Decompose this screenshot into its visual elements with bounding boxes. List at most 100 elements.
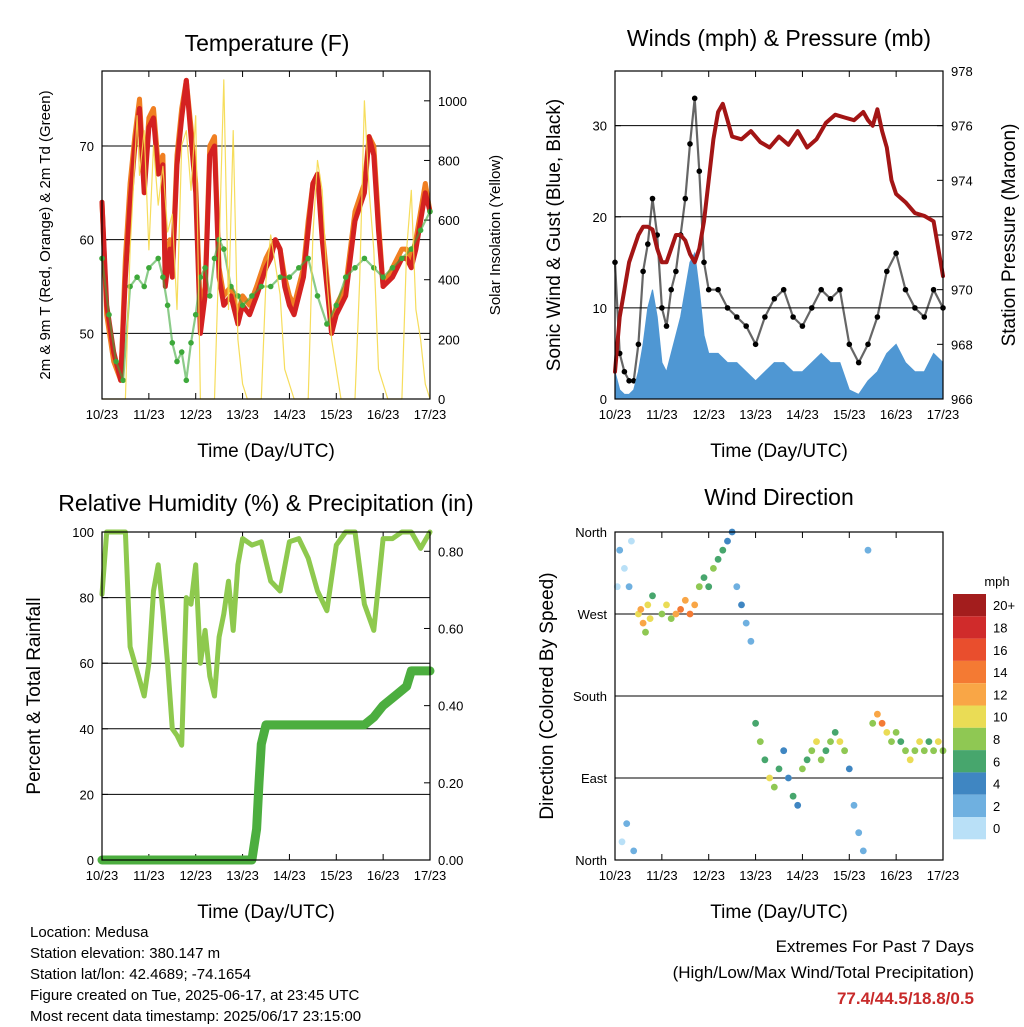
y-right-tick-label: 966	[951, 392, 973, 407]
direction-point	[775, 765, 783, 773]
y-tick-label: West	[578, 607, 608, 622]
y-right-tick-label: 0.40	[438, 699, 463, 714]
chart-title: Winds (mph) & Pressure (mb)	[627, 25, 931, 51]
direction-point	[710, 565, 717, 572]
x-tick-label: 11/23	[133, 407, 165, 422]
direction-point	[817, 756, 825, 764]
x-tick-label: 10/23	[86, 407, 119, 422]
x-tick-label: 14/23	[786, 407, 819, 422]
y-tick-label: South	[573, 689, 607, 704]
x-tick-label: 16/23	[880, 407, 913, 422]
direction-point	[831, 729, 839, 736]
x-tick-label: 15/23	[833, 407, 866, 422]
direction-point	[916, 738, 923, 745]
direction-point	[719, 546, 727, 554]
x-tick-label: 17/23	[927, 868, 960, 883]
series-trace	[613, 98, 944, 382]
chart-title: Relative Humidity (%) & Precipitation (i…	[58, 490, 473, 516]
y-right-tick-label: 970	[951, 283, 973, 298]
direction-point	[677, 606, 684, 613]
y-tick-label: 0	[600, 392, 607, 407]
direction-point	[864, 546, 872, 554]
colorbar-swatch	[953, 683, 986, 706]
direction-point	[883, 729, 891, 736]
direction-point	[742, 619, 750, 627]
x-tick-label: 15/23	[320, 868, 353, 883]
y-right-tick-label: 976	[951, 119, 973, 134]
series-line	[99, 77, 433, 383]
colorbar-title: mph	[984, 574, 1009, 589]
colorbar-swatch	[953, 660, 986, 684]
direction-point	[803, 756, 811, 764]
y-tick-label: 70	[80, 139, 94, 154]
direction-point	[827, 738, 834, 745]
x-tick-label: 14/23	[786, 868, 819, 883]
direction-point	[930, 747, 937, 755]
direction-point	[628, 537, 635, 545]
direction-point	[878, 719, 886, 727]
direction-point	[705, 583, 713, 591]
direction-point	[869, 719, 877, 727]
plot-frame	[101, 70, 431, 400]
x-tick-label: 14/23	[273, 407, 306, 422]
y-right-tick-label: 972	[951, 228, 973, 243]
x-tick-label: 13/23	[226, 868, 259, 883]
winds-pressure-panel: Winds (mph) & Pressure (mb) Time (Day/UTC…	[544, 25, 1020, 462]
direction-point	[623, 820, 631, 827]
plot-frame	[614, 70, 944, 400]
direction-point	[649, 592, 656, 600]
y-axis-label-right: Solar Insolation (Yellow)	[487, 155, 504, 315]
direction-point	[906, 756, 914, 764]
direction-point	[747, 637, 755, 645]
plot-frame	[614, 531, 944, 861]
direction-point	[822, 747, 830, 755]
y-right-tick-label: 0.00	[438, 853, 463, 868]
y-right-tick-label: 0	[438, 392, 445, 407]
y-tick-label: 20	[593, 210, 607, 225]
colorbar-label: 20+	[993, 598, 1015, 613]
x-axis-label: Time (Day/UTC)	[197, 441, 335, 462]
y-tick-label: 0	[87, 853, 94, 868]
direction-point	[789, 792, 797, 800]
x-tick-label: 17/23	[927, 407, 960, 422]
y-tick-label: East	[581, 771, 607, 786]
colorbar-label: 16	[993, 643, 1007, 658]
chart-title: Wind Direction	[704, 484, 854, 510]
y-right-tick-label: 0.80	[438, 544, 463, 559]
y-right-tick-label: 978	[951, 64, 973, 79]
y-axis-label: Direction (Colored By Speed)	[537, 572, 558, 819]
direction-point	[785, 774, 792, 782]
direction-point	[630, 847, 638, 855]
direction-point	[639, 619, 647, 627]
direction-point	[625, 583, 633, 591]
direction-point	[911, 747, 919, 755]
direction-point	[813, 738, 820, 745]
direction-point	[724, 537, 731, 545]
direction-point	[618, 838, 626, 846]
direction-point	[667, 615, 675, 622]
colorbar-swatch	[953, 727, 986, 751]
x-tick-label: 12/23	[179, 868, 212, 883]
direction-point	[780, 747, 788, 755]
direction-point	[925, 738, 933, 745]
y-tick-label: North	[575, 525, 607, 540]
colorbar-swatch	[953, 772, 986, 795]
colorbar-swatch	[953, 794, 986, 817]
y-right-tick-label: 1000	[438, 94, 467, 109]
direction-point	[808, 747, 816, 755]
y-tick-label: 10	[593, 301, 607, 316]
direction-point	[686, 610, 694, 618]
direction-point	[663, 601, 670, 609]
y-tick-label: 60	[80, 656, 94, 671]
direction-point	[799, 765, 806, 773]
direction-point	[836, 738, 844, 745]
humidity-precip-panel: Relative Humidity (%) & Precipitation (i…	[24, 490, 474, 923]
x-tick-label: 15/23	[833, 868, 866, 883]
direction-point	[756, 738, 764, 745]
direction-point	[621, 565, 628, 572]
x-axis-label: Time (Day/UTC)	[197, 902, 335, 923]
direction-point	[658, 610, 666, 618]
direction-point	[616, 546, 624, 554]
direction-point	[934, 738, 942, 745]
